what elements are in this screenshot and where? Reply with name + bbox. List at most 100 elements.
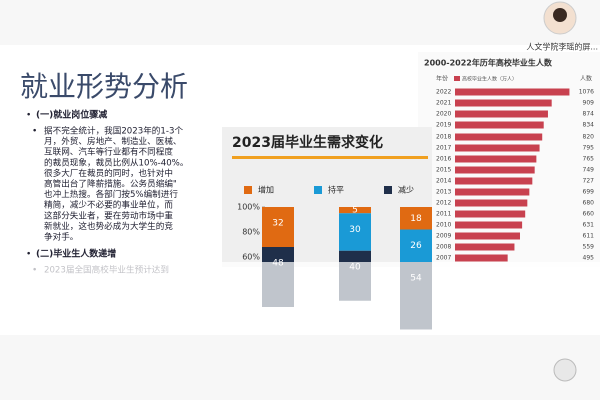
year-label: 2008	[436, 244, 451, 251]
bar	[455, 166, 535, 174]
legend-swatch	[454, 76, 460, 81]
section-heading: (一)就业岗位骤减	[36, 109, 107, 121]
bar	[455, 232, 520, 240]
year-label: 2021	[436, 100, 451, 107]
value-label: 765	[583, 156, 595, 163]
paragraph-line: 高管出台了降薪措施。公务员缩编"	[44, 178, 177, 190]
value-label: 820	[583, 134, 595, 141]
bar	[455, 88, 570, 96]
value-label: 660	[583, 211, 595, 218]
value-label: 680	[583, 200, 595, 207]
value-label: 874	[583, 111, 595, 118]
legend-swatch	[314, 186, 322, 194]
year-label: 2012	[436, 200, 451, 207]
segment-label: 5	[352, 206, 358, 216]
bar	[455, 177, 533, 185]
slide-text: • (一)就业岗位骤减 • 据不完全统计，我国2023年的1-3个月，外贸、房地产、制…	[26, 109, 188, 276]
y-tick-label: 80%	[242, 228, 260, 237]
segment-label: 32	[272, 219, 283, 229]
paragraph-line: 精简，减少不必要的事业单位，而	[44, 199, 173, 211]
avatar-hair	[553, 8, 567, 22]
value-label: 699	[583, 189, 595, 196]
bar	[455, 199, 528, 207]
bar	[455, 155, 537, 163]
bar-segment	[400, 229, 432, 262]
value-label: 1076	[579, 89, 594, 96]
value-label: 559	[583, 244, 595, 251]
corner-icon[interactable]	[553, 358, 577, 382]
year-label: 2016	[436, 156, 451, 163]
segment-label: 30	[349, 225, 361, 235]
title-underline	[232, 156, 428, 159]
paragraph-line: 新就业，这也势必成为大学生的竞	[44, 220, 173, 232]
legend-label: 减少	[398, 185, 414, 195]
legend-label: 高校毕业生人数（万人）	[462, 76, 517, 83]
graduates-title: 2000-2022年历年高校毕业生人数	[424, 58, 553, 68]
segment-label: 18	[410, 214, 422, 224]
bar-segment	[400, 207, 432, 230]
demand-panel	[222, 127, 432, 267]
graduates-chart: 2022 1076 2021 909 2020 874 2019 834 2018 820 2017…	[436, 88, 595, 262]
bullet: •	[26, 250, 31, 260]
bar	[455, 99, 552, 107]
bar	[455, 188, 530, 196]
value-label: 727	[583, 178, 595, 185]
year-label: 2007	[436, 255, 451, 262]
demand-title: 2023届毕业生需求变化	[232, 134, 383, 151]
bar	[455, 133, 543, 141]
year-label: 2011	[436, 211, 451, 218]
year-label: 2017	[436, 145, 451, 152]
value-label: 749	[583, 167, 595, 174]
section-heading: (二)毕业生人数递增	[36, 248, 116, 260]
bar-segment	[339, 207, 371, 214]
legend-label: 增加	[258, 185, 274, 195]
y-tick-label: 100%	[237, 203, 260, 212]
value-label: 909	[583, 100, 595, 107]
segment-label: 26	[410, 241, 422, 251]
bar	[455, 121, 544, 129]
year-label: 2022	[436, 89, 451, 96]
paragraph-line: 的裁员现象，裁员比例从10%-40%。	[44, 156, 188, 168]
value-label: 834	[583, 122, 595, 129]
paragraph-line: 这部分失业者，要在劳动市场中重	[44, 209, 173, 221]
legend-swatch	[244, 186, 252, 194]
year-label: 2015	[436, 167, 451, 174]
bar	[455, 254, 508, 262]
paragraph-line: 争对手。	[44, 231, 78, 243]
year-label: 2013	[436, 189, 451, 196]
value-header: 人数	[580, 75, 592, 83]
paragraph-line: 月，外贸、房地产、制造业、医械、	[44, 135, 182, 147]
bar	[455, 210, 526, 218]
year-label: 2018	[436, 134, 451, 141]
bar	[455, 243, 515, 251]
year-label: 2010	[436, 222, 451, 229]
bar-segment	[339, 213, 371, 251]
year-label: 2020	[436, 111, 451, 118]
value-label: 631	[583, 222, 595, 229]
value-label: 611	[583, 233, 595, 240]
year-label: 2014	[436, 178, 451, 185]
bar-segment	[262, 207, 294, 247]
bar	[455, 110, 548, 118]
y-tick-label: 60%	[242, 253, 260, 262]
bar	[455, 144, 540, 152]
slide-title: 就业形势分析	[20, 70, 188, 103]
year-label: 2009	[436, 233, 451, 240]
bullet: •	[26, 111, 31, 121]
legend-swatch	[384, 186, 392, 194]
year-header: 年份	[436, 75, 448, 83]
paragraph-line: 也冲上热搜。各部门按5%编制进行	[44, 188, 178, 200]
bullet: •	[32, 127, 37, 137]
paragraph-line: 据不完全统计，我国2023年的1-3个	[44, 125, 183, 137]
user-name: 人文学院李瑶的屏...	[526, 42, 598, 52]
overlay	[0, 262, 600, 335]
paragraph-line: 互联网、汽车等行业都有不同程度	[44, 146, 173, 158]
value-label: 495	[583, 255, 595, 262]
value-label: 795	[583, 145, 595, 152]
bar	[455, 221, 523, 229]
legend-label: 持平	[328, 185, 344, 195]
paragraph-line: 很多大厂在裁员的同时，也针对中	[44, 167, 173, 179]
year-label: 2019	[436, 122, 451, 129]
